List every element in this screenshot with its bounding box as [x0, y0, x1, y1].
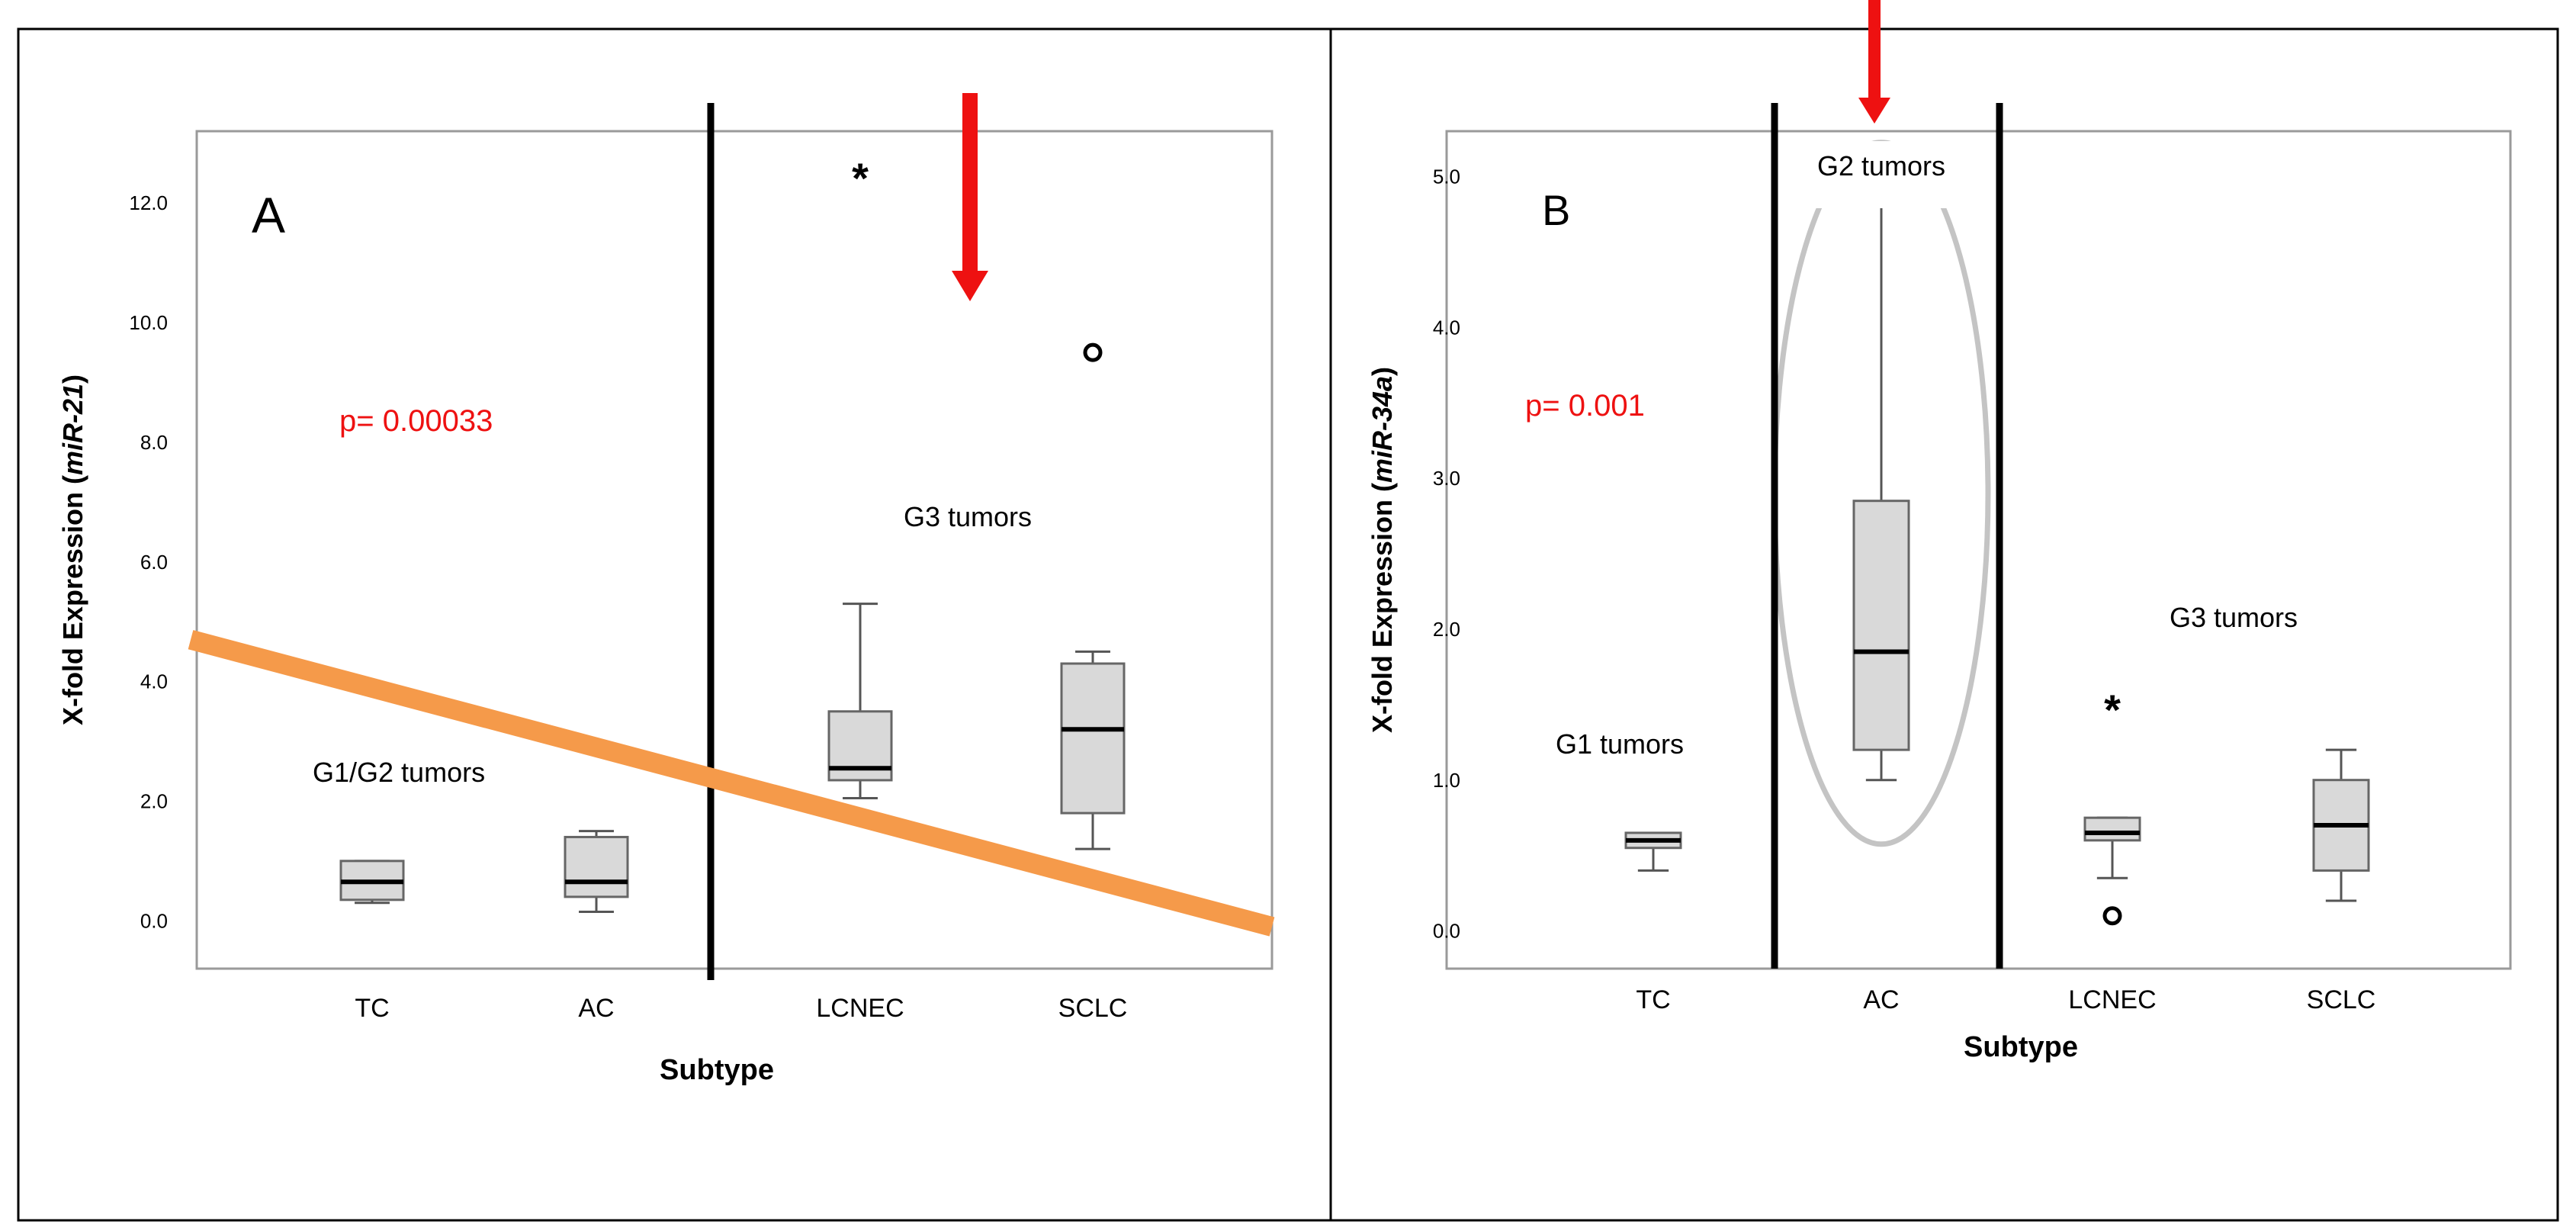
- x-tick-label-ac: AC: [578, 994, 614, 1023]
- x-tick-label-sclc: SCLC: [2307, 985, 2376, 1014]
- group-label-middle: G2 tumors: [1817, 150, 1945, 182]
- y-axis-title-gene: miR-21: [57, 384, 88, 475]
- y-tick-label: 1.0: [1433, 769, 1460, 792]
- red-arrow-shaft: [1868, 0, 1881, 98]
- trend-line: [188, 630, 1275, 937]
- red-arrow: [952, 93, 988, 301]
- y-axis-title-prefix: X-fold Expression (: [57, 475, 88, 725]
- x-tick-label-sclc: SCLC: [1058, 994, 1128, 1023]
- y-tick-label: 4.0: [1433, 316, 1460, 339]
- red-arrow-head: [952, 271, 988, 301]
- y-tick-label: 0.0: [140, 909, 168, 932]
- y-axis-title-prefix: X-fold Expression (: [1367, 483, 1398, 733]
- box-tc: [1624, 831, 1682, 872]
- p-value-annotation: p= 0.001: [1525, 389, 1645, 423]
- outlier-circle: [2102, 906, 2122, 926]
- red-arrow-shaft: [962, 93, 978, 271]
- outlier-circle: [1083, 342, 1103, 362]
- panel-letter: B: [1542, 186, 1570, 234]
- y-axis-title-suffix: ): [1367, 367, 1398, 376]
- y-tick-label: 2.0: [1433, 618, 1460, 641]
- red-arrow-head: [1858, 98, 1890, 124]
- box-lcnec: [827, 603, 893, 799]
- group-label-right: G3 tumors: [904, 501, 1032, 532]
- box-tc: [339, 860, 405, 905]
- box-iqr: [1852, 500, 1910, 751]
- y-axis-title-suffix: ): [57, 374, 88, 384]
- x-tick-label-tc: TC: [1636, 985, 1670, 1014]
- p-value-annotation: p= 0.00033: [339, 404, 493, 438]
- y-tick-label: 3.0: [1433, 467, 1460, 490]
- x-axis-title: Subtype: [660, 1054, 774, 1086]
- x-tick-label-lcnec: LCNEC: [2068, 985, 2156, 1014]
- x-axis-title: Subtype: [1964, 1031, 2078, 1063]
- x-tick-label-ac: AC: [1863, 985, 1899, 1014]
- group-label-left: G1 tumors: [1556, 728, 1684, 760]
- box-iqr: [564, 835, 629, 898]
- group-label-background: [1796, 141, 1996, 208]
- panel-letter: A: [252, 187, 285, 243]
- box-ac: [564, 830, 629, 913]
- box-iqr: [1060, 662, 1126, 815]
- y-tick-label: 8.0: [140, 431, 168, 454]
- panel-b-chart: 0.0 1.0 2.0 3.0 4.0 5.0 X-fold Expression (miR…: [1367, 0, 2512, 1063]
- y-axis-title-gene: miR-34a: [1367, 376, 1398, 483]
- box-sclc: [1060, 650, 1126, 850]
- x-tick-label-lcnec: LCNEC: [816, 994, 904, 1023]
- panel-a-chart: 0.0 2.0 4.0 6.0 8.0 10.0 12.0 X-fold Expression…: [57, 93, 1275, 1086]
- y-tick-label: 6.0: [140, 551, 168, 574]
- box-lcnec: [2083, 816, 2141, 879]
- group-label-right: G3 tumors: [2170, 602, 2298, 633]
- box-iqr: [2083, 816, 2141, 842]
- x-tick-label-tc: TC: [355, 994, 389, 1023]
- red-arrow: [1858, 0, 1890, 124]
- y-tick-label: 2.0: [140, 790, 168, 813]
- plot-frame: [195, 130, 1274, 970]
- y-tick-label: 5.0: [1433, 165, 1460, 188]
- outlier-star: *: [852, 154, 869, 202]
- y-tick-label: 4.0: [140, 670, 168, 693]
- y-tick-label: 12.0: [129, 191, 168, 214]
- y-tick-label: 0.0: [1433, 920, 1460, 943]
- figure-frame: [17, 27, 2559, 1222]
- y-axis-title: X-fold Expression (miR-21): [57, 374, 88, 725]
- plot-frame: [1445, 130, 2512, 970]
- y-tick-label: 10.0: [129, 311, 168, 334]
- y-axis-title: X-fold Expression (miR-34a): [1367, 367, 1398, 733]
- box-sclc: [2312, 748, 2370, 902]
- outlier-star: *: [2104, 686, 2121, 734]
- group-label-left: G1/G2 tumors: [313, 757, 485, 788]
- box-ac: [1852, 205, 1910, 782]
